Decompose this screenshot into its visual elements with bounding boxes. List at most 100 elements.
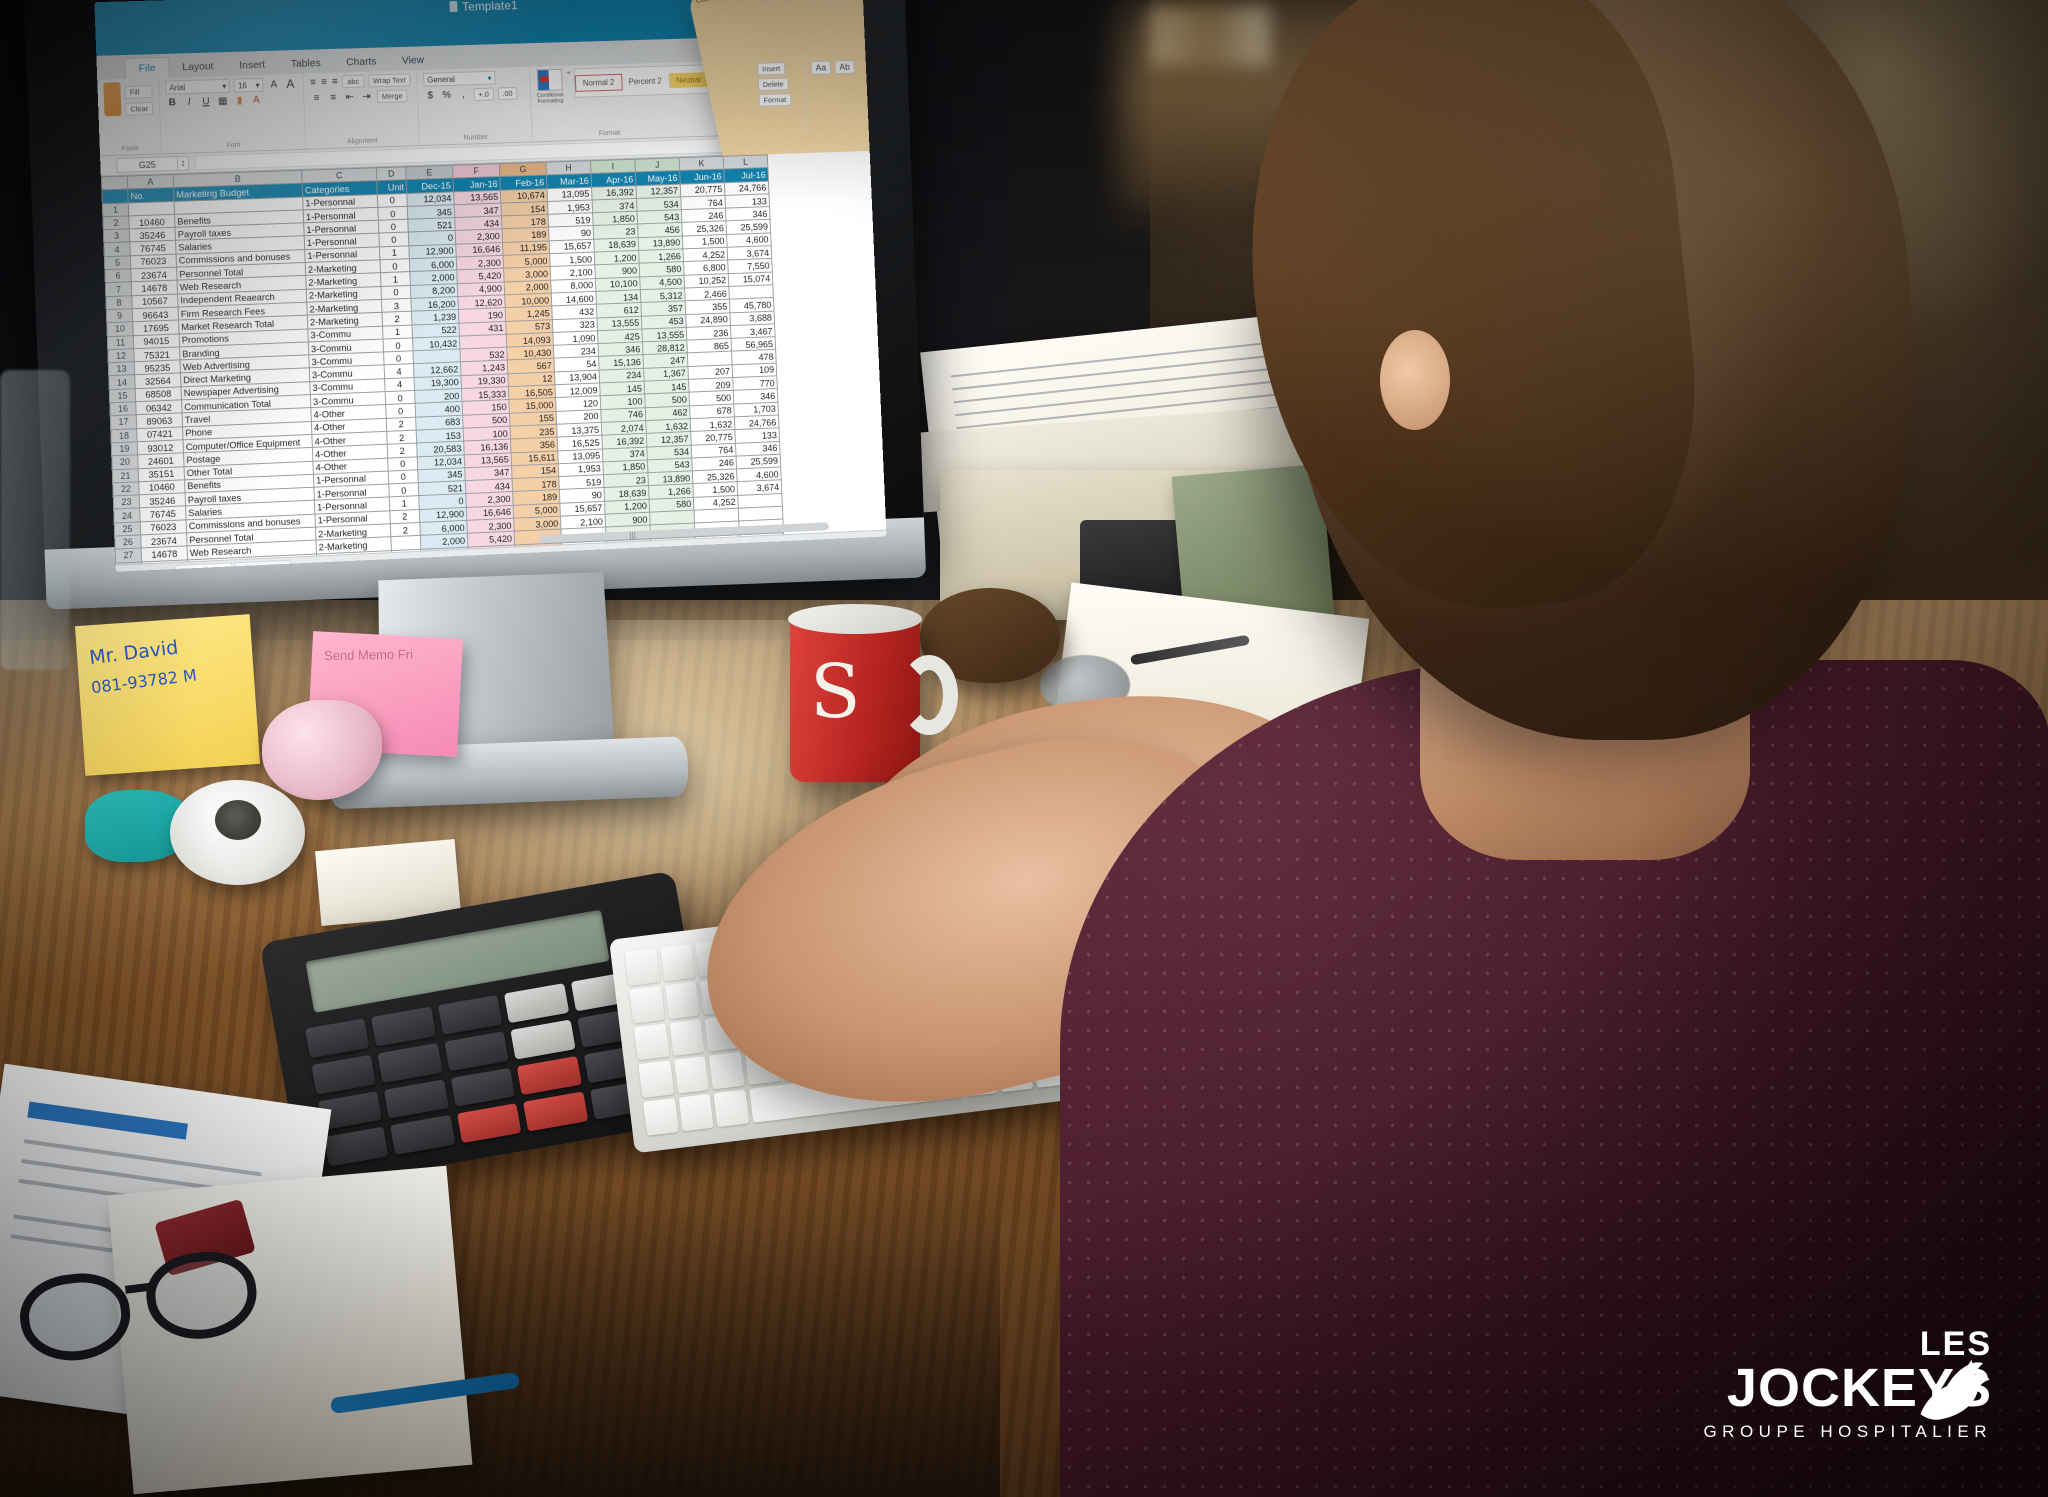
bold-button[interactable]: B <box>168 97 177 109</box>
cell-d14[interactable]: 4 <box>384 364 415 379</box>
row-header[interactable]: 1 <box>102 202 129 217</box>
align-right-icon[interactable]: ≡ <box>331 76 339 88</box>
cell-d7[interactable]: 1 <box>380 271 411 287</box>
font-color-icon[interactable]: A <box>252 94 260 106</box>
name-box-spinner[interactable]: ▴ ▾ <box>177 155 190 171</box>
row-header[interactable]: 3 <box>103 229 130 244</box>
row-header[interactable]: 26 <box>114 534 142 550</box>
cell-d9[interactable]: 3 <box>381 298 412 313</box>
cell-d25[interactable]: 2 <box>389 509 420 524</box>
conditional-formatting-icon[interactable] <box>536 68 563 92</box>
fill-button[interactable]: Fill <box>124 85 153 99</box>
cell-d11[interactable]: 1 <box>382 324 413 339</box>
wrap-text-button[interactable]: Wrap Text <box>367 73 411 88</box>
cell-d6[interactable]: 0 <box>379 258 410 274</box>
cell-d21[interactable]: 0 <box>387 456 418 471</box>
cell-d19[interactable]: 2 <box>386 430 417 445</box>
increase-decimal-button[interactable]: +.0 <box>473 87 494 101</box>
row-header[interactable]: 22 <box>112 481 140 497</box>
italic-button[interactable]: I <box>187 96 191 108</box>
row-header[interactable]: 4 <box>103 242 131 257</box>
indent-increase-icon[interactable]: ⇥ <box>362 91 371 103</box>
row-header[interactable]: 7 <box>105 282 132 297</box>
row-header[interactable]: 6 <box>104 268 132 284</box>
style-neutral[interactable]: Neutral <box>669 71 709 88</box>
row-header[interactable]: 5 <box>104 255 131 270</box>
cell-d10[interactable]: 2 <box>381 311 412 326</box>
indent-decrease-icon[interactable]: ⇤ <box>345 91 355 103</box>
row-header[interactable]: 12 <box>107 348 135 363</box>
row-header[interactable]: 15 <box>109 388 136 403</box>
cell-d3[interactable]: 0 <box>378 219 409 234</box>
percent-button[interactable]: % <box>442 89 452 101</box>
cell-d24[interactable]: 1 <box>389 496 420 511</box>
sheet-table[interactable]: A B C D E F G H I J K L No. Marketing Budget Categorie… <box>101 154 785 565</box>
cell-d18[interactable]: 2 <box>386 416 417 432</box>
grow-font-button[interactable]: A <box>270 78 278 90</box>
row-header[interactable]: 16 <box>109 401 137 417</box>
align-top-icon[interactable]: ≡ <box>313 92 320 104</box>
select-all-corner[interactable] <box>101 176 128 191</box>
style-percent-2[interactable]: Percent 2 <box>621 72 670 89</box>
shrink-font-button[interactable]: A <box>286 76 295 91</box>
tab-file[interactable]: File <box>124 56 170 79</box>
cell-d23[interactable]: 0 <box>388 482 419 498</box>
scroll-left-icon[interactable]: ◂ <box>566 69 571 77</box>
cell-d5[interactable]: 1 <box>379 245 410 260</box>
row-header[interactable]: 9 <box>106 308 133 323</box>
row-header[interactable]: 24 <box>113 508 141 523</box>
merge-button[interactable]: Merge <box>376 89 408 103</box>
cell-d27[interactable] <box>390 535 421 551</box>
cell-d20[interactable]: 2 <box>387 443 418 458</box>
column-header-d[interactable]: D <box>376 166 407 181</box>
tab-layout[interactable]: Layout <box>182 60 214 74</box>
tab-insert[interactable]: Insert <box>239 58 266 72</box>
font-family-select[interactable]: Arial ▾ <box>165 78 231 95</box>
cell-d8[interactable]: 0 <box>380 285 411 300</box>
name-box[interactable]: G25 <box>116 155 179 173</box>
spreadsheet-grid[interactable]: A B C D E F G H I J K L No. Marketing Budget Categorie… <box>100 150 887 565</box>
underline-button[interactable]: U <box>202 96 210 108</box>
style-normal-2[interactable]: Normal 2 <box>574 73 623 92</box>
decrease-decimal-button[interactable]: .00 <box>497 86 518 101</box>
paste-icon[interactable] <box>103 82 122 117</box>
row-header-blank[interactable] <box>101 189 129 204</box>
row-header[interactable]: 23 <box>113 494 140 510</box>
header-cell-d[interactable]: Unit <box>376 179 407 195</box>
currency-button[interactable]: $ <box>427 90 434 102</box>
row-header[interactable]: 18 <box>110 428 138 443</box>
orientation-button[interactable]: abc <box>342 74 365 89</box>
cell-d12[interactable]: 0 <box>383 337 413 353</box>
row-header[interactable]: 10 <box>106 321 134 337</box>
align-middle-icon[interactable]: ≡ <box>330 92 337 104</box>
row-header[interactable]: 17 <box>110 415 137 430</box>
resize-grip-icon[interactable]: ||| <box>629 530 637 541</box>
cell-d13[interactable]: 0 <box>383 350 414 366</box>
align-left-icon[interactable]: ≡ <box>309 77 317 89</box>
tab-view[interactable]: View <box>401 54 425 67</box>
row-header[interactable]: 14 <box>108 375 136 390</box>
delete-cells-button[interactable]: Delete <box>757 77 789 92</box>
cell-d1[interactable]: 0 <box>377 193 408 208</box>
row-header[interactable]: 2 <box>102 215 130 230</box>
insert-cells-button[interactable]: Insert <box>757 62 786 76</box>
font-size-select[interactable]: 16 ▾ <box>233 77 264 93</box>
row-header[interactable]: 13 <box>108 361 135 377</box>
cell-d4[interactable]: 0 <box>378 232 409 247</box>
cell-d16[interactable]: 0 <box>385 390 416 405</box>
row-header[interactable]: 25 <box>114 521 141 537</box>
cell-d26[interactable]: 2 <box>390 522 421 537</box>
row-header[interactable]: 21 <box>112 468 139 483</box>
row-header[interactable]: 8 <box>105 295 133 310</box>
row-header[interactable]: 20 <box>111 454 139 470</box>
cell-d15[interactable]: 4 <box>384 377 415 392</box>
align-center-icon[interactable]: ≡ <box>320 76 328 88</box>
tab-charts[interactable]: Charts <box>345 55 377 69</box>
cell-d2[interactable]: 0 <box>377 206 408 221</box>
cell-d17[interactable]: 0 <box>385 403 416 419</box>
number-format-select[interactable]: General ▾ <box>422 70 496 87</box>
tab-tables[interactable]: Tables <box>290 57 321 70</box>
comma-button[interactable]: , <box>461 89 465 101</box>
themes-aa-button[interactable]: Aa <box>810 60 832 75</box>
cell-d22[interactable]: 0 <box>388 469 419 485</box>
